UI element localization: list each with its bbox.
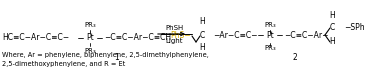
Text: PhS−: PhS− [170,30,191,39]
Text: Pt: Pt [86,34,94,43]
Text: −Ar−C≡C−: −Ar−C≡C− [213,30,257,39]
Text: Light: Light [165,38,183,44]
Text: 2,5-dimethoxyphenylene, and R = Et: 2,5-dimethoxyphenylene, and R = Et [2,61,125,67]
Text: Where, Ar = phenylene, biphenylene, 2,5-dimethylphenylene,: Where, Ar = phenylene, biphenylene, 2,5-… [2,52,209,58]
Text: H: H [329,37,335,47]
Text: Pt: Pt [266,30,274,39]
Text: H: H [199,43,205,53]
Text: PR₃: PR₃ [264,22,276,28]
Text: PR₃: PR₃ [84,48,96,54]
Text: C: C [329,24,335,32]
Text: HC≡C−Ar−C≡C−: HC≡C−Ar−C≡C− [2,34,69,43]
Text: H: H [199,18,205,26]
Text: 2: 2 [293,53,297,63]
Text: 1: 1 [115,53,119,63]
Text: PR₃: PR₃ [264,45,276,51]
Text: C: C [199,30,204,39]
Text: −SPh: −SPh [344,24,365,32]
Text: −C≡C−Ar−: −C≡C−Ar− [284,30,328,39]
Text: −C≡C−Ar−C≡CH: −C≡C−Ar−C≡CH [104,34,171,43]
Text: H: H [329,12,335,20]
Text: PR₃: PR₃ [84,22,96,28]
Text: PhSH: PhSH [165,25,183,31]
